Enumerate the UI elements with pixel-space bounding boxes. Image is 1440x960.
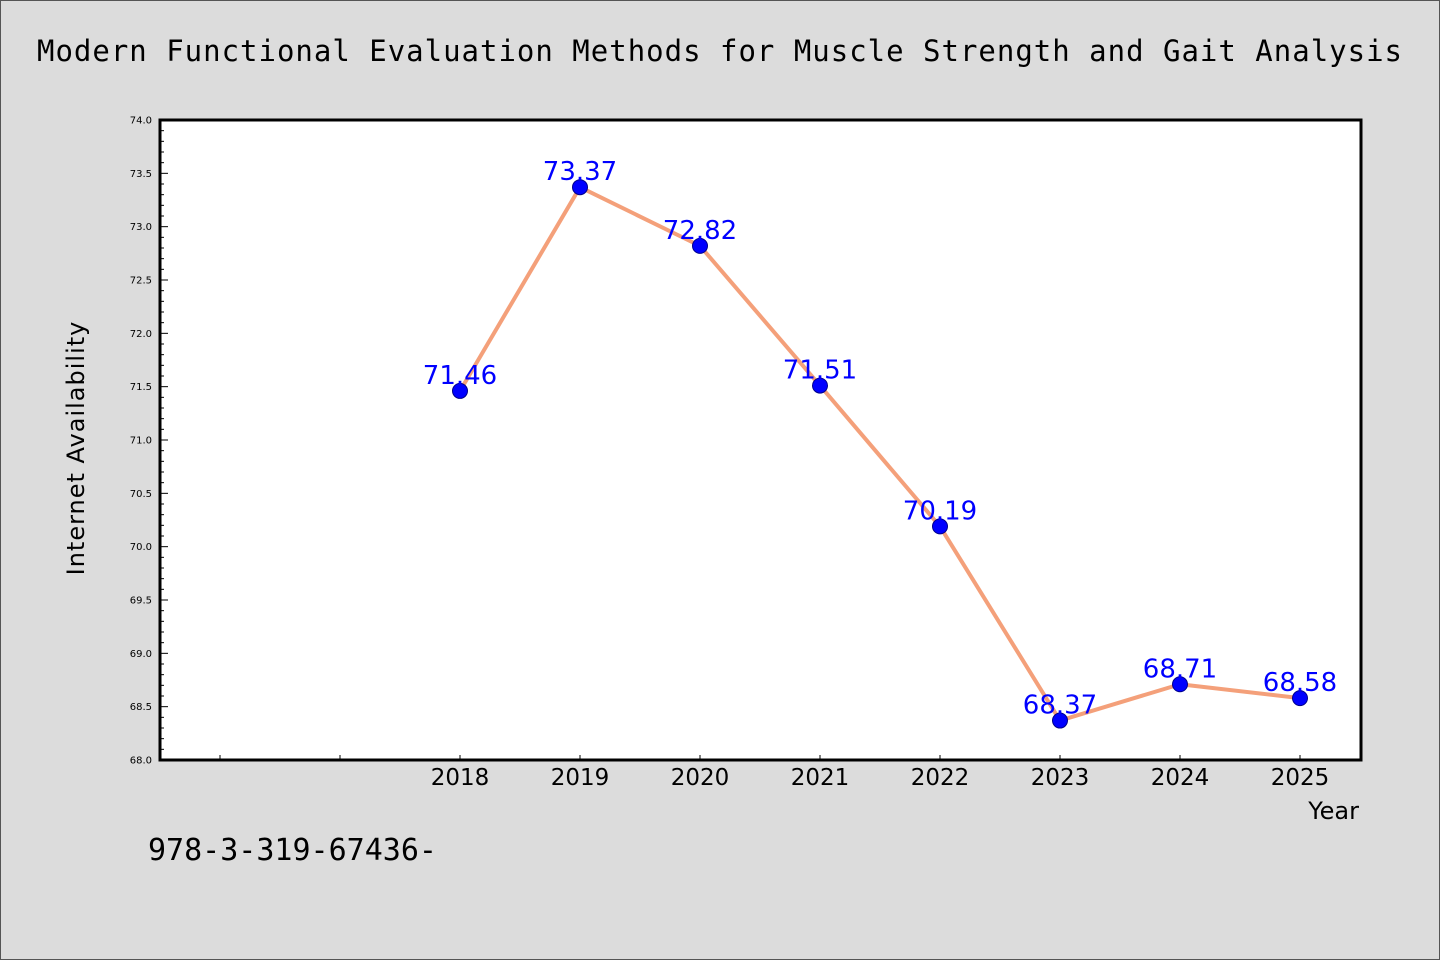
y-tick-label: 70.5 [130,489,152,500]
data-point [1052,712,1068,729]
y-tick-label: 71.0 [130,436,152,447]
y-axis-label: Internet Availability [62,321,90,576]
isbn-footnote: 978-3-319-67436- [148,833,437,868]
y-tick-label: 70.0 [130,542,152,553]
data-point [932,518,948,535]
data-point [812,377,828,394]
y-tick-label: 71.5 [130,382,152,393]
y-tick-label: 69.0 [130,649,152,660]
y-tick-label: 69.5 [130,596,152,607]
series-line [458,185,1301,723]
x-tick-label: 2025 [1271,765,1330,791]
data-label: 72.82 [663,216,737,246]
data-point [1292,690,1308,707]
x-tick-label: 2024 [1151,765,1210,791]
plot-frame [158,118,1363,762]
data-label: 71.46 [423,361,497,391]
data-label: 71.51 [783,356,857,386]
x-tick-label: 2020 [671,765,730,791]
x-tick-label: 2023 [1031,765,1090,791]
data-label: 73.37 [543,157,617,187]
y-tick-label: 74.0 [130,116,152,127]
y-tick-label: 73.5 [130,169,152,180]
data-label: 68.58 [1263,668,1337,698]
x-tick-label: 2022 [911,765,970,791]
data-label: 70.19 [903,496,977,526]
y-tick-label: 72.5 [130,276,152,287]
y-tick-label: 68.0 [130,756,152,767]
chart-title: Modern Functional Evaluation Methods for… [36,34,1403,68]
x-tick-label: 2018 [431,765,490,791]
data-label: 68.71 [1143,654,1217,684]
x-axis-label: Year [1307,797,1359,825]
data-point [1172,676,1188,693]
data-point [572,179,588,196]
data-point [692,237,708,254]
plot-area [160,120,1361,760]
data-label: 68.37 [1023,691,1097,721]
x-tick-label: 2021 [791,765,850,791]
data-point [452,382,468,399]
y-tick-label: 72.0 [130,329,152,340]
x-tick-label: 2019 [551,765,610,791]
y-tick-label: 73.0 [130,222,152,233]
y-tick-label: 68.5 [130,702,152,713]
